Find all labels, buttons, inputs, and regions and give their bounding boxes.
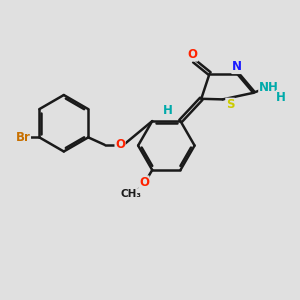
- Text: N: N: [232, 61, 242, 74]
- Text: O: O: [188, 48, 198, 61]
- Text: H: H: [276, 91, 286, 103]
- Text: S: S: [226, 98, 234, 111]
- Text: Br: Br: [16, 131, 30, 144]
- Text: NH: NH: [259, 81, 279, 94]
- Text: H: H: [163, 104, 173, 117]
- Text: O: O: [115, 138, 125, 151]
- Text: CH₃: CH₃: [120, 189, 141, 199]
- Text: O: O: [139, 176, 149, 189]
